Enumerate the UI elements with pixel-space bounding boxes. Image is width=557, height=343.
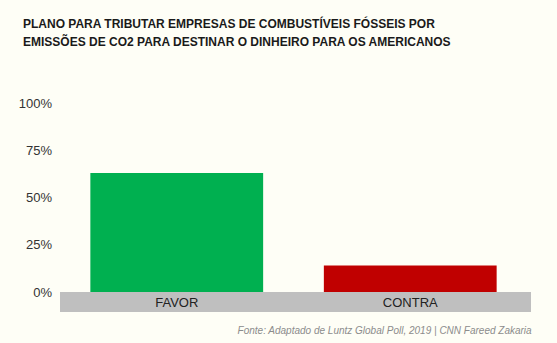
svg-text:Fonte: Adaptado de Luntz Globa: Fonte: Adaptado de Luntz Global Poll, 20… — [238, 325, 533, 336]
svg-text:FAVOR: FAVOR — [155, 295, 198, 310]
svg-text:EMISSÕES DE CO2 PARA DESTINAR: EMISSÕES DE CO2 PARA DESTINAR O DINHEIRO… — [23, 34, 451, 49]
svg-text:100%: 100% — [19, 96, 53, 111]
svg-text:50%: 50% — [26, 190, 52, 205]
svg-text:25%: 25% — [26, 237, 52, 252]
svg-text:PLANO PARA TRIBUTAR EMPRESAS D: PLANO PARA TRIBUTAR EMPRESAS DE COMBUSTÍ… — [23, 16, 435, 31]
svg-text:75%: 75% — [26, 143, 52, 158]
svg-text:CONTRA: CONTRA — [383, 295, 438, 310]
svg-text:0%: 0% — [33, 285, 52, 300]
